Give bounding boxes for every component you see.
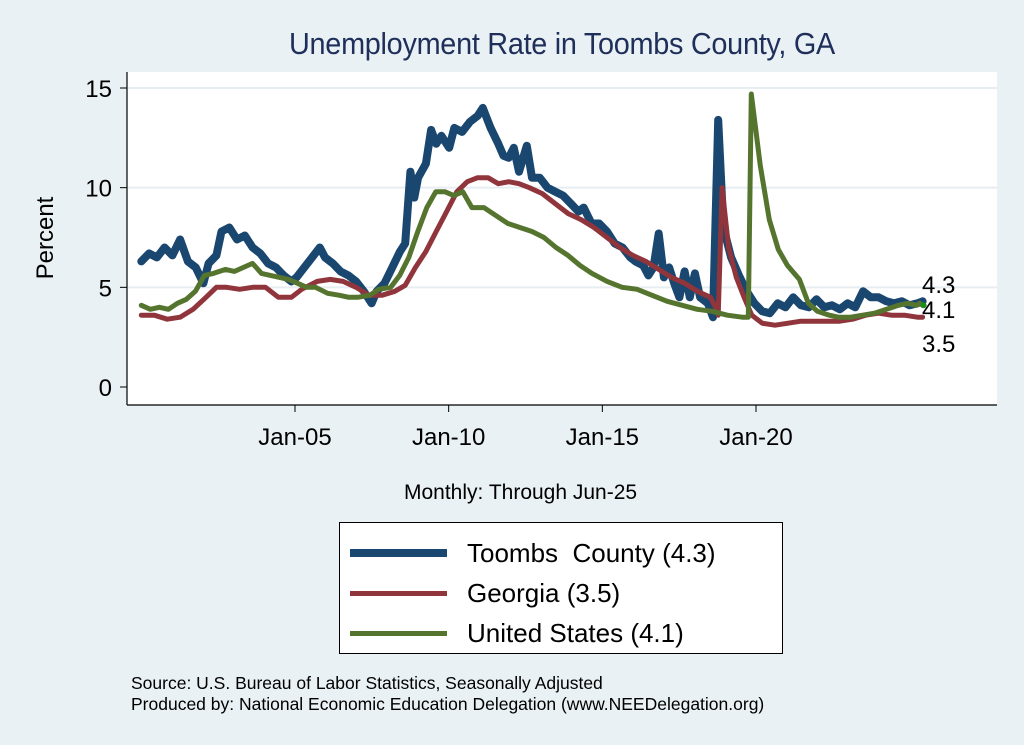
x-tick-label-1: Jan-10	[412, 424, 485, 451]
x-tick-label-0: Jan-05	[258, 424, 331, 451]
gridlines	[128, 87, 997, 289]
end-point-marker	[920, 302, 927, 309]
legend-swatch-georgia	[350, 590, 447, 596]
legend-swatch-toombs	[350, 549, 447, 557]
legend-swatch-us	[350, 630, 447, 636]
y-tick-label-10: 10	[85, 176, 112, 203]
y-ticks: 0 5 10 15	[85, 76, 127, 402]
x-ticks: Jan-05 Jan-10 Jan-15 Jan-20	[258, 405, 793, 451]
series-line-us	[138, 91, 926, 320]
legend-label-toombs: Toombs County (4.3)	[467, 537, 716, 568]
legend-item-georgia: Georgia (3.5)	[340, 573, 620, 613]
y-axis-label: Percent	[32, 196, 59, 279]
legend-item-toombs: Toombs County (4.3)	[340, 533, 716, 573]
legend-label-us: United States (4.1)	[467, 617, 684, 648]
end-label-georgia: 3.5	[922, 331, 955, 358]
x-tick-label-2: Jan-15	[566, 424, 639, 451]
legend: Toombs County (4.3) Georgia (3.5) United…	[339, 522, 783, 654]
x-tick-label-3: Jan-20	[719, 424, 792, 451]
chart-title: Unemployment Rate in Toombs County, GA	[289, 26, 835, 61]
end-labels: 4.34.1 3.5	[920, 272, 955, 358]
y-tick-label-0: 0	[99, 375, 112, 402]
source-note: Source: U.S. Bureau of Labor Statistics,…	[131, 673, 603, 693]
series-line-toombs	[137, 103, 927, 322]
end-label-us: 4.1	[922, 297, 955, 324]
series-line-georgia	[138, 175, 926, 328]
series-layer	[137, 91, 927, 328]
end-label-toombs: 4.3	[922, 272, 955, 299]
produced-by-note: Produced by: National Economic Education…	[131, 694, 765, 714]
legend-label-georgia: Georgia (3.5)	[467, 577, 621, 608]
y-tick-label-5: 5	[99, 275, 112, 302]
x-axis-label: Monthly: Through Jun-25	[404, 481, 638, 504]
legend-item-us: United States (4.1)	[340, 613, 684, 653]
plot-area	[127, 72, 997, 405]
y-tick-label-15: 15	[85, 76, 112, 103]
